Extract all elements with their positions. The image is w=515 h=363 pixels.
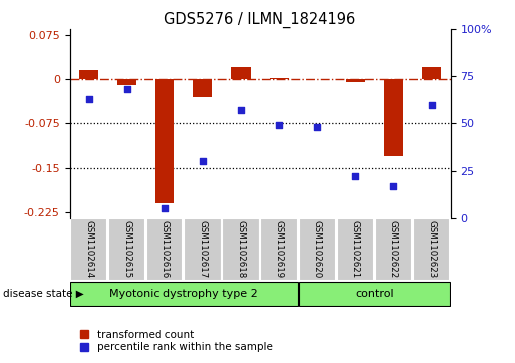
Bar <box>117 79 136 85</box>
FancyBboxPatch shape <box>184 219 221 281</box>
FancyBboxPatch shape <box>70 219 107 281</box>
Bar <box>79 70 98 79</box>
Title: GDS5276 / ILMN_1824196: GDS5276 / ILMN_1824196 <box>164 12 356 28</box>
Text: GSM1102620: GSM1102620 <box>313 220 322 279</box>
FancyBboxPatch shape <box>222 219 260 281</box>
Bar <box>384 79 403 156</box>
FancyBboxPatch shape <box>108 219 145 281</box>
FancyBboxPatch shape <box>70 282 298 306</box>
Text: disease state ▶: disease state ▶ <box>3 289 83 299</box>
Bar <box>308 78 327 79</box>
Bar <box>346 79 365 82</box>
Text: GSM1102616: GSM1102616 <box>160 220 169 279</box>
Text: GSM1102619: GSM1102619 <box>274 220 284 279</box>
Point <box>84 96 93 102</box>
Bar <box>232 68 251 79</box>
FancyBboxPatch shape <box>146 219 183 281</box>
Point <box>123 86 131 92</box>
FancyBboxPatch shape <box>337 219 374 281</box>
Text: GSM1102618: GSM1102618 <box>236 220 246 279</box>
Text: Myotonic dystrophy type 2: Myotonic dystrophy type 2 <box>110 289 258 299</box>
Point <box>351 174 359 179</box>
Bar <box>156 79 175 203</box>
Text: GSM1102623: GSM1102623 <box>427 220 436 279</box>
Text: GSM1102617: GSM1102617 <box>198 220 208 279</box>
Point <box>199 158 207 164</box>
Point <box>275 122 283 128</box>
Point <box>237 107 245 113</box>
Point <box>389 183 398 189</box>
Legend: transformed count, percentile rank within the sample: transformed count, percentile rank withi… <box>80 330 272 352</box>
Point <box>161 205 169 211</box>
Bar <box>194 79 213 97</box>
FancyBboxPatch shape <box>413 219 450 281</box>
Bar <box>422 68 441 79</box>
FancyBboxPatch shape <box>375 219 412 281</box>
FancyBboxPatch shape <box>299 282 450 306</box>
Text: control: control <box>355 289 394 299</box>
Bar <box>270 78 289 79</box>
FancyBboxPatch shape <box>261 219 298 281</box>
Text: GSM1102614: GSM1102614 <box>84 220 93 279</box>
Point <box>427 102 436 107</box>
Point <box>313 124 321 130</box>
Text: GSM1102622: GSM1102622 <box>389 220 398 279</box>
FancyBboxPatch shape <box>299 219 336 281</box>
Text: GSM1102615: GSM1102615 <box>122 220 131 279</box>
Text: GSM1102621: GSM1102621 <box>351 220 360 279</box>
